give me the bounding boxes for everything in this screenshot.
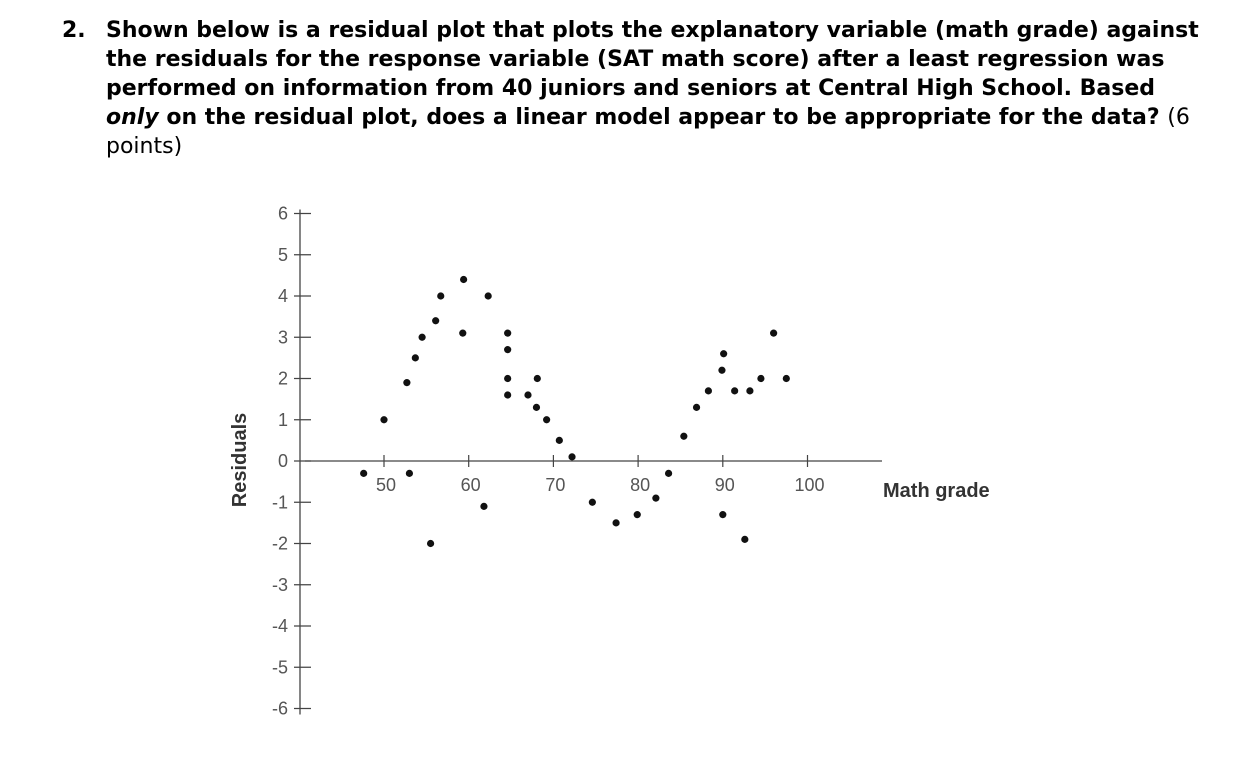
question-body: Shown below is a residual plot that plot… [106, 16, 1212, 161]
plot-points [360, 275, 790, 548]
data-point [555, 436, 563, 444]
data-point [418, 333, 426, 341]
x-tick-label: 100 [794, 475, 824, 495]
data-point [411, 354, 419, 362]
y-tick-label: 1 [278, 410, 288, 430]
data-point [504, 346, 512, 354]
y-tick-label: -3 [272, 575, 288, 595]
data-point [692, 403, 701, 411]
x-tick-label: 50 [376, 475, 396, 495]
data-point [532, 403, 541, 411]
question-text: 2. Shown below is a residual plot that p… [62, 16, 1212, 161]
data-point [524, 391, 532, 399]
data-point [484, 292, 492, 300]
data-point [741, 535, 749, 543]
data-point [437, 292, 445, 300]
question-text-end: on the residual plot, does a linear mode… [158, 105, 1160, 130]
data-point [757, 374, 765, 383]
y-axis-label: Residuals [229, 413, 251, 507]
x-tick-label: 70 [545, 475, 565, 495]
y-tick-label: 5 [278, 245, 288, 265]
data-point [633, 511, 641, 519]
data-point [504, 329, 512, 337]
y-tick-label: 4 [278, 286, 288, 306]
data-point [533, 374, 541, 383]
data-point [652, 494, 660, 502]
data-point [720, 350, 728, 358]
x-tick-label: 60 [461, 475, 481, 495]
plot-axes [299, 209, 882, 715]
data-point [568, 453, 576, 461]
data-point [403, 379, 411, 387]
y-tick-label: -6 [272, 699, 288, 719]
data-point [718, 366, 726, 374]
y-tick-label: 6 [278, 204, 288, 224]
data-point [746, 387, 754, 395]
y-tick-label: -4 [272, 616, 288, 636]
y-tick-label: -1 [272, 492, 288, 512]
y-tick-label: -2 [272, 534, 288, 554]
data-point [460, 275, 468, 284]
x-tick-label: 80 [630, 475, 650, 495]
y-tick-label: 0 [278, 451, 288, 471]
data-point [719, 511, 727, 519]
data-point [612, 519, 620, 527]
y-tick-label: 2 [278, 369, 288, 389]
data-point [588, 498, 596, 506]
data-point [770, 329, 778, 337]
data-point [480, 502, 488, 510]
data-point [426, 539, 435, 548]
data-point [680, 432, 688, 440]
question-number: 2. [62, 18, 86, 43]
data-point [380, 416, 388, 424]
y-tick-label: -5 [272, 657, 288, 677]
data-point [459, 329, 467, 337]
data-point [405, 469, 414, 477]
data-point [360, 469, 368, 477]
question-text-start: Shown below is a residual plot that plot… [106, 18, 1199, 101]
data-point [704, 387, 713, 395]
y-tick-label: 3 [278, 327, 288, 347]
data-point [504, 374, 512, 383]
data-point [664, 469, 673, 477]
question-points: (6 points) [106, 105, 1190, 159]
x-axis-label: Math grade [883, 480, 990, 502]
data-point [782, 374, 790, 383]
data-point [543, 416, 551, 424]
x-tick-label: 90 [715, 475, 735, 495]
data-point [432, 317, 440, 325]
data-point [504, 391, 512, 399]
data-point [731, 387, 739, 395]
plot-ticks: 6 5 4 3 2 1 0 -1 -2 -3 -4 -5 -6 50 60 70 80 90 100 [272, 204, 825, 719]
question-emphasis: only [106, 105, 159, 130]
